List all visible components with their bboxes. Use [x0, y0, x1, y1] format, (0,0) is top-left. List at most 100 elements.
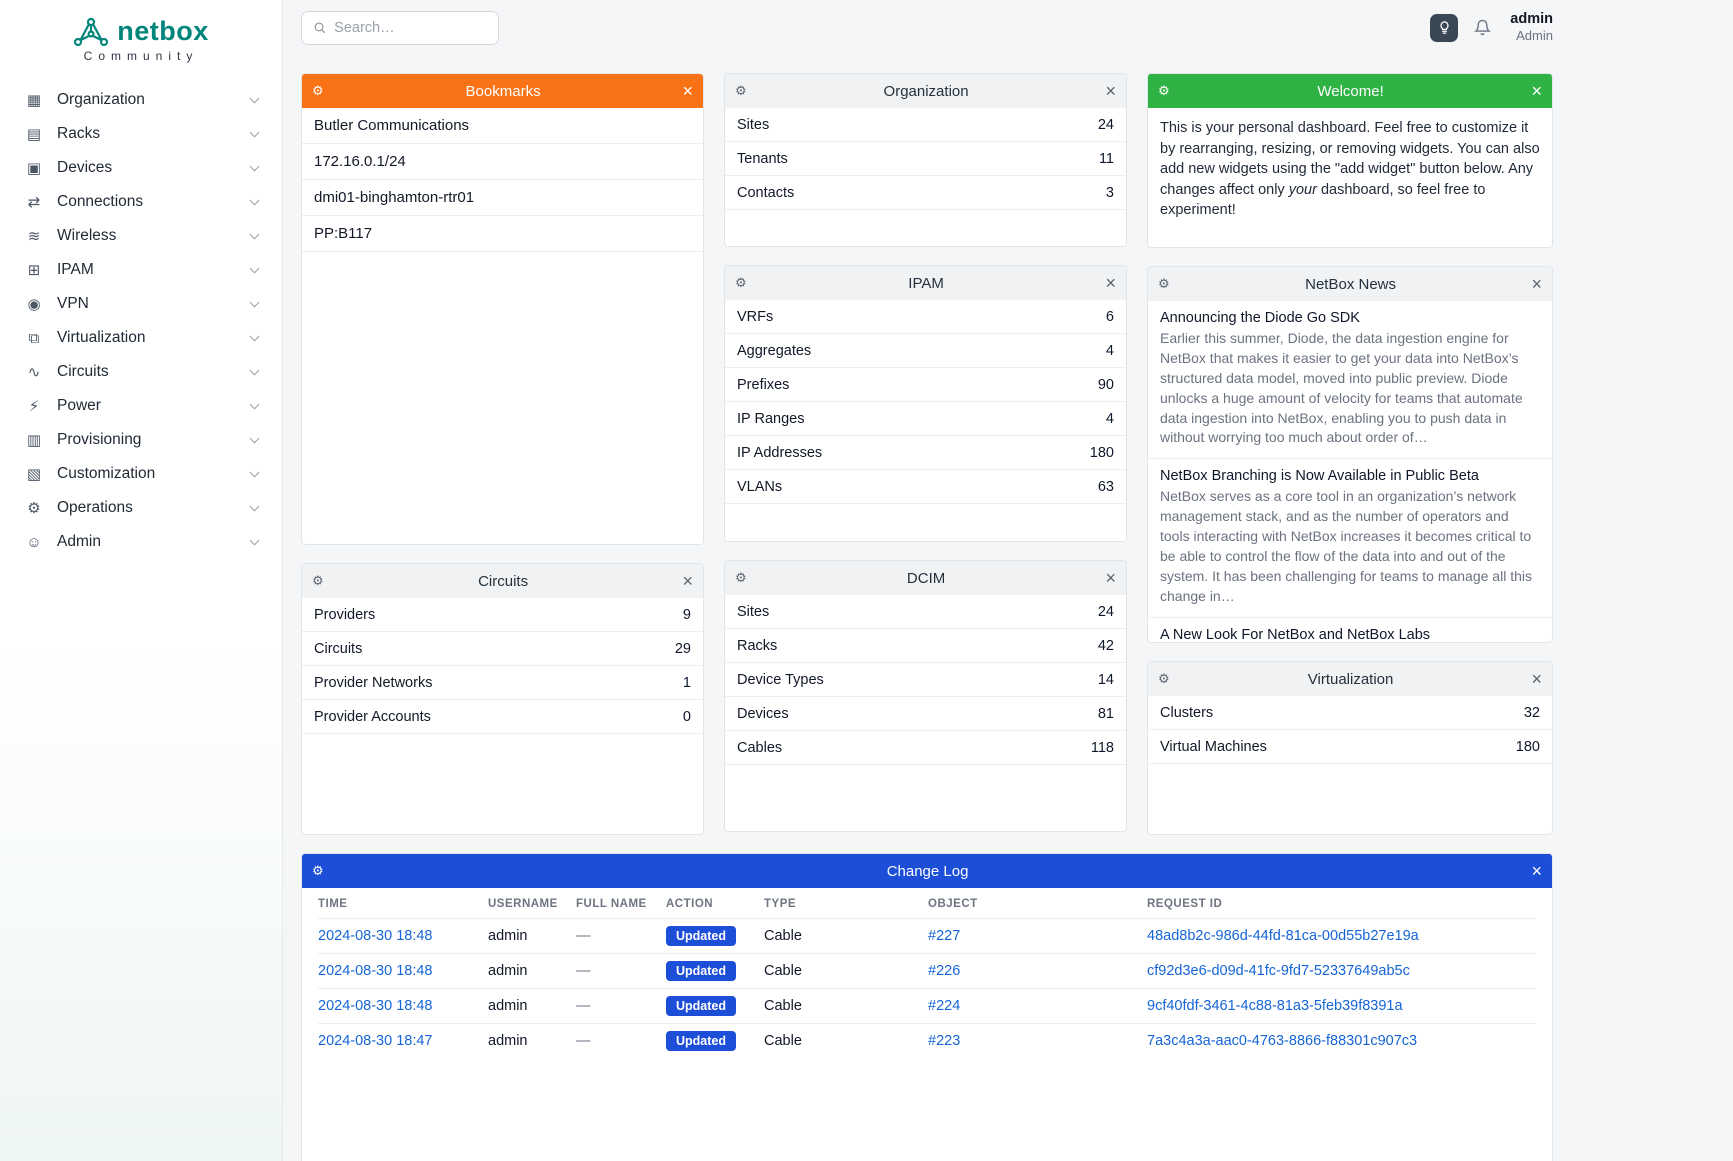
stat-label[interactable]: Devices — [737, 705, 789, 722]
object-link[interactable]: #224 — [928, 998, 961, 1014]
theme-toggle-button[interactable] — [1430, 13, 1459, 42]
news-article-title[interactable]: NetBox Branching is Now Available in Pub… — [1160, 468, 1479, 485]
stat-label[interactable]: Racks — [737, 637, 778, 654]
sidebar-item[interactable]: ⇄ Connections — [14, 185, 268, 219]
close-icon[interactable]: × — [682, 571, 693, 591]
request-id-link[interactable]: 48ad8b2c-986d-44fd-81ca-00d55b27e19a — [1147, 928, 1419, 944]
object-link[interactable]: #223 — [928, 1033, 961, 1049]
sidebar-item[interactable]: ⊞ IPAM — [14, 253, 268, 287]
sidebar-item[interactable]: ⧉ Virtualization — [14, 321, 268, 355]
sidebar-item[interactable]: ▤ Racks — [14, 117, 268, 151]
widget-config-icon[interactable]: ⚙ — [312, 83, 324, 98]
object-link[interactable]: #227 — [928, 928, 961, 944]
stat-label[interactable]: VLANs — [737, 478, 783, 495]
stat-label[interactable]: Virtual Machines — [1160, 738, 1267, 755]
stat-row: Virtual Machines 180 — [1148, 730, 1552, 764]
close-icon[interactable]: × — [682, 81, 693, 101]
stat-label[interactable]: Prefixes — [737, 376, 790, 393]
news-article-title[interactable]: Announcing the Diode Go SDK — [1160, 310, 1360, 326]
sidebar-item[interactable]: ∿ Circuits — [14, 355, 268, 389]
close-icon[interactable]: × — [1531, 274, 1542, 294]
sidebar-item[interactable]: ▧ Customization — [14, 457, 268, 491]
stat-label[interactable]: Sites — [737, 116, 770, 133]
bookmark-item[interactable]: PP:B117 — [302, 216, 703, 252]
brand-name: netbox — [117, 16, 209, 46]
admin-users-icon: ☺ — [26, 533, 42, 551]
stat-label[interactable]: Cables — [737, 739, 783, 756]
bookmark-item[interactable]: dmi01-binghamton-rtr01 — [302, 180, 703, 216]
widget-config-icon[interactable]: ⚙ — [735, 83, 747, 98]
stat-label[interactable]: Contacts — [737, 184, 795, 201]
sidebar-item-label: Devices — [57, 159, 113, 176]
time-link[interactable]: 2024-08-30 18:48 — [318, 998, 433, 1014]
close-icon[interactable]: × — [1105, 273, 1116, 293]
stat-value: 81 — [1097, 705, 1114, 722]
stat-row: Contacts 3 — [725, 176, 1126, 210]
sidebar-item[interactable]: ⚙ Operations — [14, 491, 268, 525]
close-icon[interactable]: × — [1531, 861, 1542, 881]
stat-row: Provider Accounts 0 — [302, 700, 703, 734]
stat-label[interactable]: Device Types — [737, 671, 824, 688]
sidebar-item[interactable]: ◉ VPN — [14, 287, 268, 321]
bookmark-item[interactable]: Butler Communications — [302, 108, 703, 144]
news-article-summary: Earlier this summer, Diode, the data ing… — [1160, 330, 1523, 446]
stat-label[interactable]: Providers — [314, 606, 376, 623]
virtualization-widget: ⚙ Virtualization × Clusters 32 — [1147, 661, 1553, 835]
bookmark-item[interactable]: 172.16.0.1/24 — [302, 144, 703, 180]
brand: netbox Community — [0, 0, 282, 67]
request-id-link[interactable]: 9cf40fdf-3461-4c88-81a3-5feb39f8391a — [1147, 998, 1403, 1014]
user-menu[interactable]: admin Admin — [1510, 10, 1553, 44]
widget-config-icon[interactable]: ⚙ — [312, 863, 324, 878]
stat-label[interactable]: Circuits — [314, 640, 363, 657]
notifications-button[interactable] — [1468, 14, 1496, 42]
close-icon[interactable]: × — [1531, 669, 1542, 689]
news-article-title[interactable]: A New Look For NetBox and NetBox Labs — [1160, 626, 1431, 643]
time-link[interactable]: 2024-08-30 18:48 — [318, 963, 433, 979]
request-id-link[interactable]: 7a3c4a3a-aac0-4763-8866-f88301c907c3 — [1147, 1033, 1418, 1049]
stat-label[interactable]: Sites — [737, 603, 770, 620]
user-name: admin — [1510, 11, 1553, 28]
stat-label[interactable]: IP Addresses — [737, 444, 823, 461]
stat-row: Sites 24 — [725, 108, 1126, 142]
sidebar-item[interactable]: ▦ Organization — [14, 83, 268, 117]
stat-value: 180 — [1515, 738, 1540, 755]
sidebar-item-label: Connections — [57, 193, 144, 210]
close-icon[interactable]: × — [1105, 81, 1116, 101]
sidebar-item[interactable]: ▣ Devices — [14, 151, 268, 185]
sidebar-item-label: Provisioning — [57, 431, 142, 448]
stat-label[interactable]: Provider Networks — [314, 674, 433, 691]
stat-label[interactable]: IP Ranges — [737, 410, 805, 427]
sidebar-item[interactable]: ≋ Wireless — [14, 219, 268, 253]
sidebar-item[interactable]: ▥ Provisioning — [14, 423, 268, 457]
widget-config-icon[interactable]: ⚙ — [312, 573, 324, 588]
stat-value: 180 — [1089, 444, 1114, 461]
sidebar-item-label: Circuits — [57, 363, 109, 380]
widget-config-icon[interactable]: ⚙ — [1158, 671, 1170, 686]
close-icon[interactable]: × — [1531, 81, 1542, 101]
search-input[interactable] — [334, 19, 487, 36]
widget-config-icon[interactable]: ⚙ — [735, 275, 747, 290]
stat-label[interactable]: Aggregates — [737, 342, 812, 359]
stat-label[interactable]: VRFs — [737, 308, 774, 325]
time-link[interactable]: 2024-08-30 18:47 — [318, 1033, 433, 1049]
sidebar-item[interactable]: ☺ Admin — [14, 525, 268, 559]
close-icon[interactable]: × — [1105, 568, 1116, 588]
stat-row: Cables 118 — [725, 731, 1126, 765]
widget-config-icon[interactable]: ⚙ — [1158, 83, 1170, 98]
time-link[interactable]: 2024-08-30 18:48 — [318, 928, 433, 944]
chevron-down-icon — [249, 127, 260, 138]
widget-config-icon[interactable]: ⚙ — [1158, 276, 1170, 291]
widget-config-icon[interactable]: ⚙ — [735, 570, 747, 585]
changelog-row: 2024-08-30 18:48 admin — Updated Cable #… — [318, 953, 1536, 988]
sidebar-item[interactable]: ⚡ Power — [14, 389, 268, 423]
username-cell: admin — [488, 928, 528, 944]
stat-value: 6 — [1105, 308, 1114, 325]
stat-row: Providers 9 — [302, 598, 703, 632]
stat-label[interactable]: Clusters — [1160, 704, 1214, 721]
widget-title: IPAM — [908, 274, 944, 292]
stat-label[interactable]: Tenants — [737, 150, 788, 167]
object-link[interactable]: #226 — [928, 963, 961, 979]
welcome-text: This is your personal dashboard. Feel fr… — [1160, 120, 1540, 219]
request-id-link[interactable]: cf92d3e6-d09d-41fc-9fd7-52337649ab5c — [1147, 963, 1410, 979]
stat-label[interactable]: Provider Accounts — [314, 708, 431, 725]
